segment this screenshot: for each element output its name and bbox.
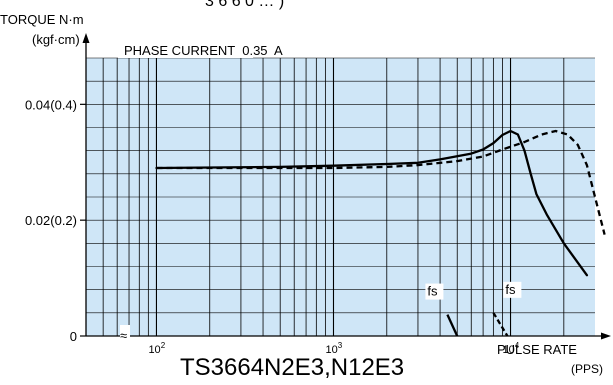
start-curve-2-line [492,312,509,337]
start-curve-1-line [446,314,459,337]
axis-break-mark: ≈ [120,328,127,343]
y-tick-labels: 0 0.02(0.2) 0.04(0.4) [25,97,86,344]
fs-label: fs [505,282,516,297]
x-axis-label: PULSE RATE [497,342,577,357]
header-fragment: 3 6 6 0 … ) [205,0,284,10]
series-1-solid-line [155,129,589,277]
y-axis-unit: (kgf·cm) [32,32,80,47]
x-axis-arrow-icon [601,332,611,340]
phase-current-subtitle: PHASE CURRENT 0.35 A [124,43,283,58]
y-axis-arrow-icon [82,33,90,43]
y-tick-label: 0.02(0.2) [25,213,77,228]
y-tick-label: 0.04(0.4) [25,97,77,112]
fs-label-background [503,281,522,298]
fs-label: fs [427,284,438,299]
x-tick-exponent: 3 [338,341,343,350]
series-2-dashed-line [156,129,606,235]
fs-label-background [425,283,444,300]
horizontal-gridlines [86,57,595,314]
axis-break-background [120,325,130,341]
x-axis-unit: (PPS) [571,362,603,376]
x-tick-exponent: 2 [161,341,166,350]
chart-title: TS3664N2E3,N12E3 [180,354,404,381]
y-tick-label: 0 [70,329,77,344]
subtitle-background [118,44,253,58]
x-tick-exponent: 4 [515,341,520,350]
series-layer: fs fs [155,129,606,337]
x-tick-label: 102 [148,341,165,356]
y-axis-label: TORQUE N·m [0,12,84,27]
